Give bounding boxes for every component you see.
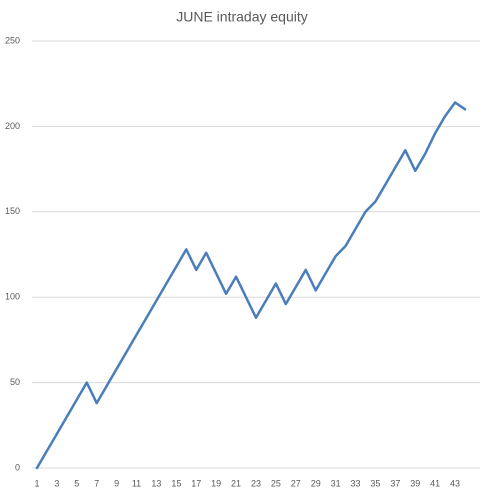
x-tick-label: 23 <box>251 478 261 488</box>
y-tick-label: 0 <box>15 462 20 472</box>
x-tick-label: 27 <box>291 478 301 488</box>
x-tick-label: 39 <box>410 478 420 488</box>
x-tick-label: 19 <box>211 478 221 488</box>
x-tick-label: 21 <box>231 478 241 488</box>
x-tick-label: 43 <box>450 478 460 488</box>
x-tick-label: 3 <box>54 478 59 488</box>
x-tick-label: 9 <box>114 478 119 488</box>
x-tick-label: 41 <box>430 478 440 488</box>
y-tick-label: 100 <box>5 292 20 302</box>
x-tick-label: 15 <box>171 478 181 488</box>
x-tick-label: 17 <box>191 478 201 488</box>
x-tick-label: 11 <box>132 478 141 488</box>
y-tick-label: 50 <box>10 377 20 387</box>
x-tick-label: 33 <box>351 478 361 488</box>
x-tick-label: 1 <box>34 478 39 488</box>
chart-title: JUNE intraday equity <box>176 9 308 25</box>
x-tick-label: 13 <box>151 478 161 488</box>
y-tick-label: 150 <box>5 206 20 216</box>
x-tick-label: 5 <box>74 478 79 488</box>
y-tick-label: 250 <box>5 35 20 45</box>
x-tick-label: 35 <box>370 478 380 488</box>
x-tick-label: 25 <box>271 478 281 488</box>
x-tick-label: 31 <box>331 478 341 488</box>
x-tick-label: 7 <box>94 478 99 488</box>
line-series <box>35 101 467 470</box>
x-tick-label: 29 <box>311 478 321 488</box>
x-tick-label: 37 <box>390 478 400 488</box>
y-tick-label: 200 <box>5 121 20 131</box>
